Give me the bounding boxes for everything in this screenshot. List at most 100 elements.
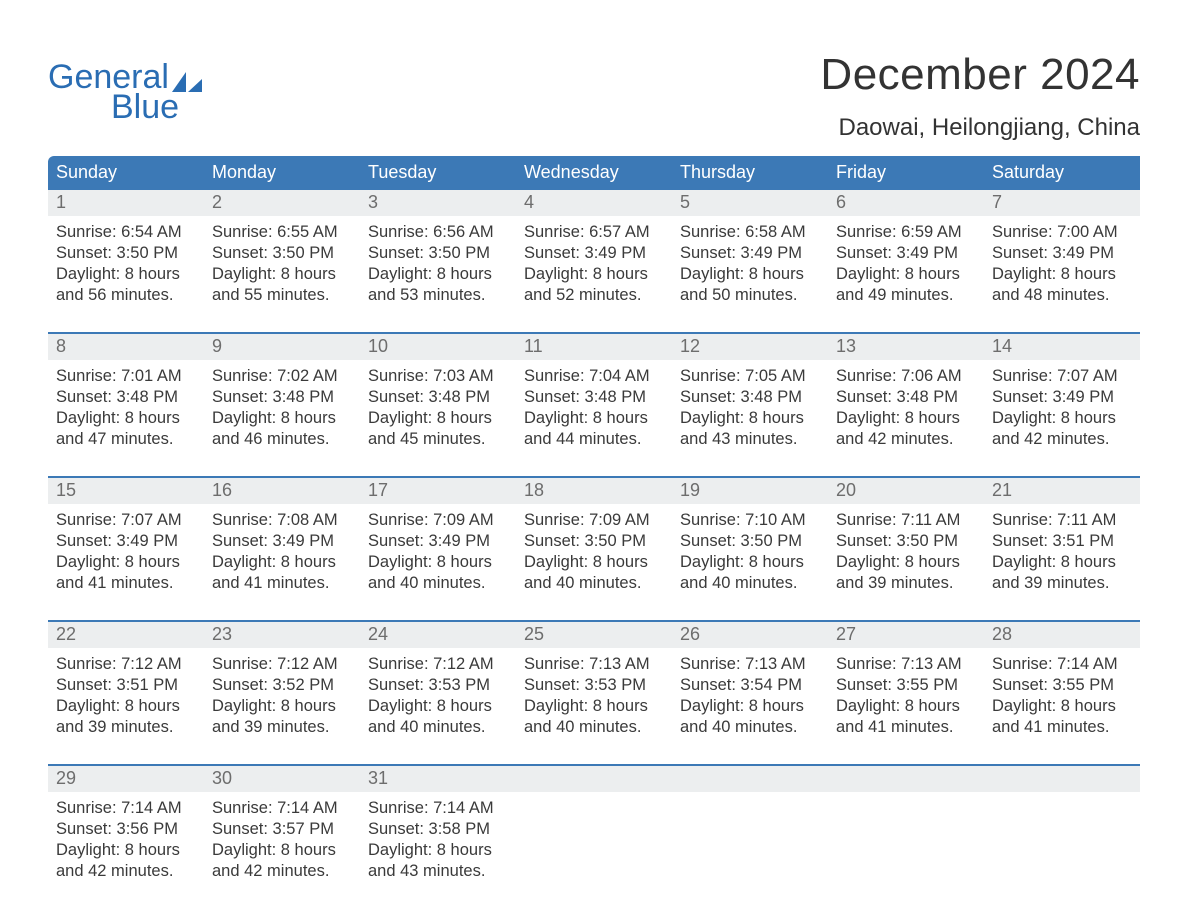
page-subtitle: Daowai, Heilongjiang, China <box>820 114 1140 142</box>
sunset-text: Sunset: 3:48 PM <box>56 387 196 408</box>
day-number: 27 <box>828 622 984 648</box>
sunrise-text: Sunrise: 6:55 AM <box>212 222 352 243</box>
sunset-text: Sunset: 3:49 PM <box>836 243 976 264</box>
week-spacer <box>48 456 1140 476</box>
weekday-header: Wednesday <box>516 156 672 190</box>
day-number: 24 <box>360 622 516 648</box>
daylight-text: and 42 minutes. <box>836 429 976 450</box>
sunrise-text: Sunrise: 7:13 AM <box>836 654 976 675</box>
sunset-text: Sunset: 3:48 PM <box>368 387 508 408</box>
day-cell: Sunrise: 7:06 AMSunset: 3:48 PMDaylight:… <box>828 360 984 456</box>
daylight-text: and 53 minutes. <box>368 285 508 306</box>
day-cell: Sunrise: 7:11 AMSunset: 3:51 PMDaylight:… <box>984 504 1140 600</box>
day-number: 11 <box>516 334 672 360</box>
sunrise-text: Sunrise: 7:05 AM <box>680 366 820 387</box>
day-number: 20 <box>828 478 984 504</box>
daylight-text: and 50 minutes. <box>680 285 820 306</box>
daylight-text: Daylight: 8 hours <box>836 264 976 285</box>
sunrise-text: Sunrise: 6:56 AM <box>368 222 508 243</box>
weekday-header: Saturday <box>984 156 1140 190</box>
sunset-text: Sunset: 3:58 PM <box>368 819 508 840</box>
daylight-text: Daylight: 8 hours <box>992 552 1132 573</box>
day-cell: Sunrise: 7:00 AMSunset: 3:49 PMDaylight:… <box>984 216 1140 312</box>
daylight-text: Daylight: 8 hours <box>992 408 1132 429</box>
sunrise-text: Sunrise: 7:12 AM <box>56 654 196 675</box>
day-cell: Sunrise: 6:57 AMSunset: 3:49 PMDaylight:… <box>516 216 672 312</box>
sunset-text: Sunset: 3:50 PM <box>524 531 664 552</box>
sunset-text: Sunset: 3:49 PM <box>524 243 664 264</box>
daylight-text: and 39 minutes. <box>992 573 1132 594</box>
daylight-text: and 49 minutes. <box>836 285 976 306</box>
sunrise-text: Sunrise: 7:13 AM <box>524 654 664 675</box>
sunrise-text: Sunrise: 7:11 AM <box>836 510 976 531</box>
sunrise-text: Sunrise: 7:06 AM <box>836 366 976 387</box>
daylight-text: Daylight: 8 hours <box>992 696 1132 717</box>
sunrise-text: Sunrise: 7:10 AM <box>680 510 820 531</box>
sunset-text: Sunset: 3:51 PM <box>56 675 196 696</box>
sunrise-text: Sunrise: 7:09 AM <box>368 510 508 531</box>
weekday-header: Monday <box>204 156 360 190</box>
sunrise-text: Sunrise: 6:57 AM <box>524 222 664 243</box>
title-block: December 2024 Daowai, Heilongjiang, Chin… <box>820 50 1140 142</box>
calendar-grid: SundayMondayTuesdayWednesdayThursdayFrid… <box>48 156 1140 888</box>
day-cell <box>516 792 672 888</box>
daylight-text: and 42 minutes. <box>56 861 196 882</box>
daylight-text: Daylight: 8 hours <box>56 552 196 573</box>
sunset-text: Sunset: 3:54 PM <box>680 675 820 696</box>
daylight-text: and 40 minutes. <box>524 717 664 738</box>
sunrise-text: Sunrise: 7:14 AM <box>212 798 352 819</box>
sunrise-text: Sunrise: 7:09 AM <box>524 510 664 531</box>
weekday-header: Sunday <box>48 156 204 190</box>
daylight-text: and 55 minutes. <box>212 285 352 306</box>
daylight-text: Daylight: 8 hours <box>368 264 508 285</box>
day-number: 12 <box>672 334 828 360</box>
daylight-text: and 39 minutes. <box>212 717 352 738</box>
day-number: 15 <box>48 478 204 504</box>
sunset-text: Sunset: 3:49 PM <box>212 531 352 552</box>
daylight-text: and 41 minutes. <box>212 573 352 594</box>
day-cell: Sunrise: 7:12 AMSunset: 3:53 PMDaylight:… <box>360 648 516 744</box>
day-cell: Sunrise: 7:12 AMSunset: 3:52 PMDaylight:… <box>204 648 360 744</box>
day-cell: Sunrise: 7:03 AMSunset: 3:48 PMDaylight:… <box>360 360 516 456</box>
sunrise-text: Sunrise: 7:13 AM <box>680 654 820 675</box>
daylight-text: Daylight: 8 hours <box>524 552 664 573</box>
sunrise-text: Sunrise: 7:11 AM <box>992 510 1132 531</box>
day-cell: Sunrise: 7:10 AMSunset: 3:50 PMDaylight:… <box>672 504 828 600</box>
daylight-text: Daylight: 8 hours <box>836 696 976 717</box>
day-cell: Sunrise: 7:14 AMSunset: 3:55 PMDaylight:… <box>984 648 1140 744</box>
day-cell: Sunrise: 6:55 AMSunset: 3:50 PMDaylight:… <box>204 216 360 312</box>
day-number: 23 <box>204 622 360 648</box>
day-number: 10 <box>360 334 516 360</box>
daylight-text: and 46 minutes. <box>212 429 352 450</box>
sunrise-text: Sunrise: 7:07 AM <box>992 366 1132 387</box>
daylight-text: Daylight: 8 hours <box>212 552 352 573</box>
daylight-text: and 40 minutes. <box>368 717 508 738</box>
page-title: December 2024 <box>820 50 1140 100</box>
day-cell <box>984 792 1140 888</box>
sunset-text: Sunset: 3:50 PM <box>836 531 976 552</box>
day-cell: Sunrise: 7:13 AMSunset: 3:53 PMDaylight:… <box>516 648 672 744</box>
day-number <box>984 766 1140 792</box>
day-cell: Sunrise: 7:08 AMSunset: 3:49 PMDaylight:… <box>204 504 360 600</box>
daylight-text: and 42 minutes. <box>992 429 1132 450</box>
day-number: 29 <box>48 766 204 792</box>
daylight-text: and 43 minutes. <box>680 429 820 450</box>
day-cell <box>672 792 828 888</box>
daylight-text: and 40 minutes. <box>680 717 820 738</box>
daylight-text: Daylight: 8 hours <box>212 696 352 717</box>
week-spacer <box>48 600 1140 620</box>
day-number: 5 <box>672 190 828 216</box>
day-cell: Sunrise: 7:09 AMSunset: 3:50 PMDaylight:… <box>516 504 672 600</box>
sunrise-text: Sunrise: 7:14 AM <box>368 798 508 819</box>
daylight-text: and 40 minutes. <box>524 573 664 594</box>
day-cell: Sunrise: 7:04 AMSunset: 3:48 PMDaylight:… <box>516 360 672 456</box>
daylight-text: Daylight: 8 hours <box>836 552 976 573</box>
day-number: 26 <box>672 622 828 648</box>
day-number: 8 <box>48 334 204 360</box>
daylight-text: Daylight: 8 hours <box>680 552 820 573</box>
sunrise-text: Sunrise: 7:14 AM <box>992 654 1132 675</box>
day-cell: Sunrise: 7:09 AMSunset: 3:49 PMDaylight:… <box>360 504 516 600</box>
day-number: 22 <box>48 622 204 648</box>
day-number: 17 <box>360 478 516 504</box>
daylight-text: and 43 minutes. <box>368 861 508 882</box>
